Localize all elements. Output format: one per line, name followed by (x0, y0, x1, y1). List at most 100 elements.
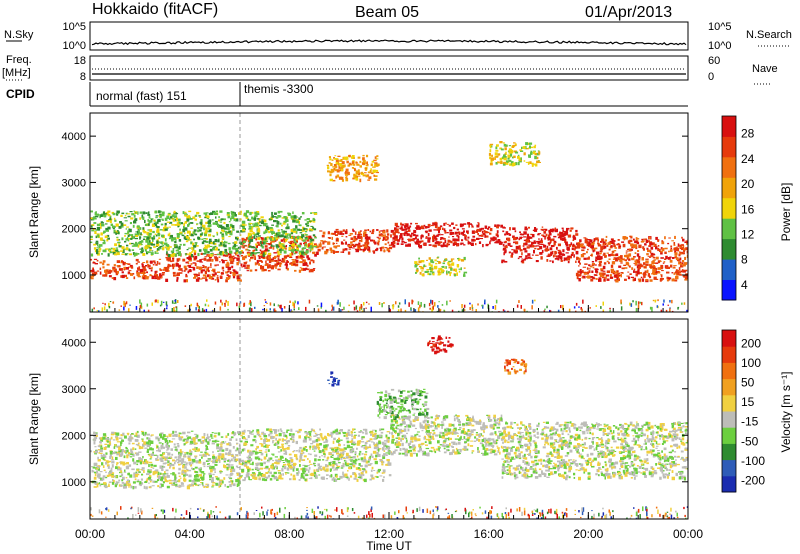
data-cell (437, 256, 440, 258)
data-cell (279, 215, 282, 218)
data-cell (241, 251, 244, 254)
data-cell (502, 247, 507, 250)
data-cell (471, 304, 473, 308)
data-cell (203, 433, 206, 437)
data-cell (97, 234, 100, 238)
data-cell (155, 225, 158, 228)
data-cell (239, 245, 242, 248)
data-cell (405, 244, 408, 247)
data-cell (281, 243, 285, 245)
data-cell (183, 463, 187, 466)
data-cell (135, 306, 138, 310)
data-cell (435, 222, 438, 225)
data-cell (450, 240, 453, 244)
data-cell (143, 441, 146, 445)
data-cell (634, 240, 638, 244)
data-cell (455, 268, 458, 272)
data-cell (568, 255, 572, 259)
data-cell (194, 262, 197, 267)
data-cell (390, 234, 392, 238)
data-cell (179, 463, 182, 465)
data-cell (91, 466, 93, 468)
data-cell (294, 300, 296, 304)
data-cell (376, 247, 379, 251)
data-cell (117, 467, 120, 471)
data-cell (368, 176, 372, 180)
data-cell (364, 444, 367, 447)
data-cell (98, 476, 101, 478)
data-cell (491, 237, 495, 241)
data-cell (271, 239, 275, 243)
data-cell (218, 484, 221, 488)
data-cell (221, 260, 225, 264)
data-cell (248, 307, 251, 312)
data-cell (182, 228, 185, 232)
data-cell (657, 260, 661, 264)
data-cell (125, 466, 130, 470)
data-cell (529, 145, 531, 149)
data-cell (245, 255, 247, 259)
data-cell (156, 450, 160, 452)
data-cell (488, 152, 491, 156)
data-cell (99, 479, 103, 481)
data-cell (156, 228, 160, 232)
data-cell (384, 247, 388, 249)
data-cell (640, 241, 645, 243)
data-cell (353, 230, 355, 233)
data-cell (328, 162, 331, 164)
data-cell (616, 257, 620, 261)
data-cell (137, 473, 140, 476)
data-cell (438, 261, 442, 264)
data-cell (132, 486, 135, 490)
data-cell (678, 267, 681, 271)
data-cell (102, 266, 105, 269)
data-cell (212, 222, 216, 225)
data-cell (106, 474, 110, 477)
colorbar-tick-label: 20 (741, 177, 755, 191)
data-cell (332, 250, 336, 253)
data-cell (176, 480, 179, 482)
data-cell (686, 256, 688, 259)
data-cell (356, 478, 359, 482)
data-cell (120, 250, 124, 252)
data-cell (220, 226, 224, 230)
data-cell (668, 257, 671, 260)
data-cell (122, 432, 125, 436)
data-cell (225, 277, 229, 280)
data-cell (576, 258, 581, 260)
data-cell (682, 245, 685, 249)
data-cell (199, 221, 203, 224)
data-cell (628, 258, 631, 261)
data-cell (566, 227, 570, 230)
data-cell (262, 253, 265, 257)
data-cell (271, 265, 275, 268)
data-cell (108, 248, 111, 250)
data-cell (186, 279, 188, 283)
data-cell (268, 230, 271, 234)
data-cell (327, 231, 330, 235)
data-cell (531, 305, 533, 310)
data-cell (236, 472, 239, 476)
data-cell (210, 241, 213, 245)
data-cell (144, 462, 148, 465)
data-cell (669, 307, 671, 309)
data-cell (115, 476, 118, 478)
data-cell (154, 299, 156, 303)
data-cell (170, 473, 173, 475)
data-cell (591, 264, 594, 266)
data-cell (208, 258, 212, 262)
data-cell (482, 244, 484, 248)
data-cell (549, 260, 552, 262)
cpid-mode-2-label: themis -3300 (244, 82, 314, 96)
data-cell (191, 467, 193, 470)
data-cell (228, 481, 231, 483)
data-cell (199, 235, 202, 238)
data-cell (96, 470, 99, 474)
data-cell (496, 230, 499, 234)
data-cell (171, 463, 175, 466)
data-cell (672, 278, 675, 280)
data-cell (478, 223, 480, 226)
data-cell (270, 229, 274, 233)
data-cell (100, 437, 104, 440)
data-cell (643, 238, 645, 240)
